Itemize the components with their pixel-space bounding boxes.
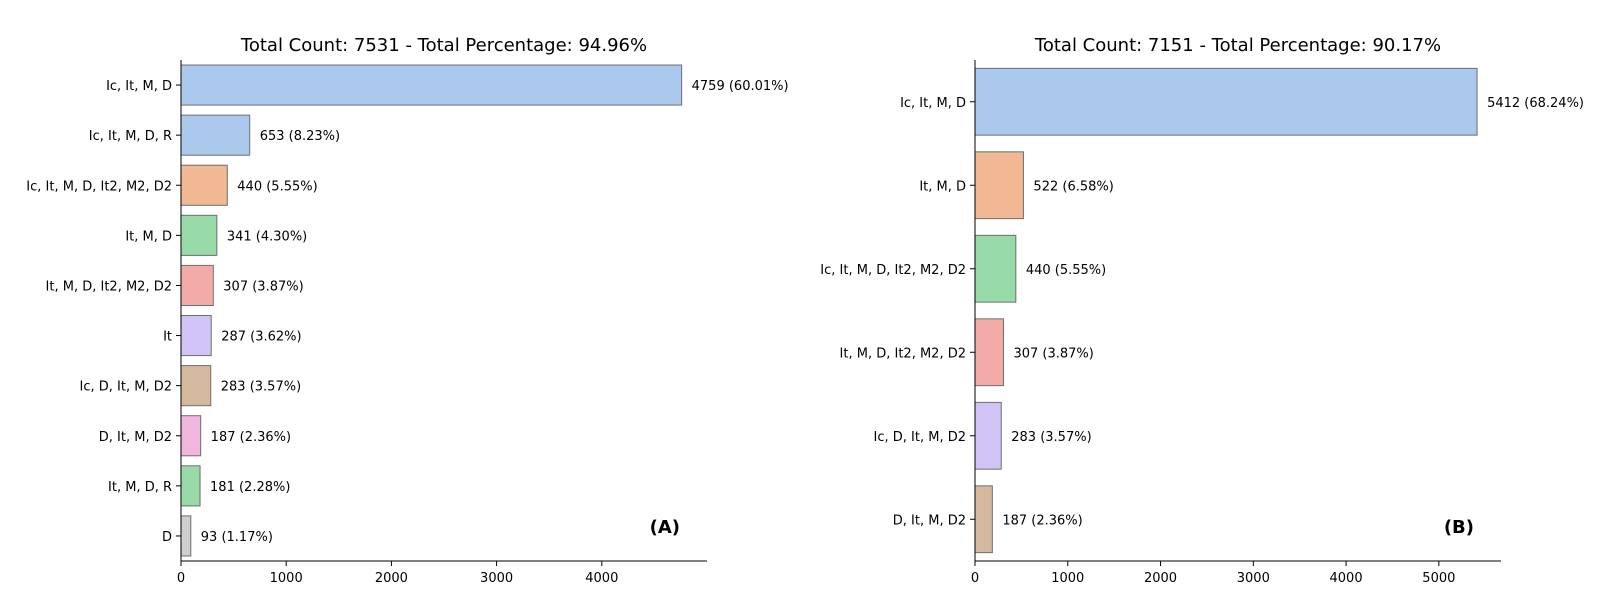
bar bbox=[180, 214, 218, 256]
x-tick-label: 0 bbox=[971, 571, 979, 586]
y-tick-label: It, M, D, It2, M2, D2 bbox=[840, 346, 966, 361]
bar bbox=[974, 151, 1024, 220]
data-label: 440 (5.55%) bbox=[237, 179, 317, 194]
data-label: 187 (2.36%) bbox=[1002, 513, 1082, 528]
x-tick-label: 1000 bbox=[1051, 571, 1084, 586]
bar bbox=[180, 465, 201, 507]
data-label: 440 (5.55%) bbox=[1026, 263, 1106, 278]
chart-a: Total Count: 7531 - Total Percentage: 94… bbox=[26, 35, 788, 586]
bar bbox=[180, 164, 228, 206]
data-label: 307 (3.87%) bbox=[223, 279, 303, 294]
y-tick-label: It bbox=[163, 330, 172, 345]
y-tick-label: It, M, D, R bbox=[108, 480, 172, 495]
chart-b-title: Total Count: 7151 - Total Percentage: 90… bbox=[1034, 35, 1441, 56]
y-tick-label: Ic, It, M, D bbox=[900, 96, 966, 111]
bar bbox=[974, 318, 1004, 387]
panel-label-a: (A) bbox=[650, 517, 680, 538]
y-tick-label: It, M, D bbox=[125, 229, 172, 244]
chart-a-title: Total Count: 7531 - Total Percentage: 94… bbox=[240, 35, 647, 56]
y-tick-label: D bbox=[162, 530, 172, 545]
bar bbox=[180, 515, 192, 557]
bar bbox=[180, 114, 251, 156]
bar bbox=[974, 401, 1002, 470]
bar bbox=[180, 264, 214, 306]
x-tick-label: 4000 bbox=[1330, 571, 1363, 586]
data-label: 187 (2.36%) bbox=[211, 430, 291, 445]
data-label: 653 (8.23%) bbox=[260, 129, 340, 144]
x-tick-label: 3000 bbox=[1237, 571, 1270, 586]
data-label: 283 (3.57%) bbox=[1011, 430, 1091, 445]
bar bbox=[180, 365, 212, 407]
y-tick-label: Ic, D, It, M, D2 bbox=[80, 380, 172, 395]
x-tick-label: 2000 bbox=[1144, 571, 1177, 586]
bar bbox=[180, 415, 202, 457]
bar bbox=[180, 315, 212, 357]
x-tick-label: 3000 bbox=[480, 571, 513, 586]
data-label: 341 (4.30%) bbox=[227, 229, 307, 244]
data-label: 307 (3.87%) bbox=[1013, 346, 1093, 361]
y-tick-label: Ic, It, M, D bbox=[106, 79, 172, 94]
data-label: 93 (1.17%) bbox=[201, 530, 273, 545]
bar bbox=[974, 234, 1017, 303]
data-label: 283 (3.57%) bbox=[221, 380, 301, 395]
y-tick-label: Ic, It, M, D, It2, M2, D2 bbox=[820, 263, 966, 278]
x-tick-label: 4000 bbox=[585, 571, 618, 586]
x-tick-label: 1000 bbox=[270, 571, 303, 586]
y-tick-label: Ic, It, M, D, It2, M2, D2 bbox=[26, 179, 172, 194]
x-tick-label: 2000 bbox=[375, 571, 408, 586]
y-tick-label: It, M, D, It2, M2, D2 bbox=[46, 279, 172, 294]
y-tick-label: Ic, It, M, D, R bbox=[89, 129, 172, 144]
y-tick-label: Ic, D, It, M, D2 bbox=[874, 430, 966, 445]
x-tick-label: 5000 bbox=[1422, 571, 1455, 586]
bar bbox=[180, 64, 683, 106]
chart-b: Total Count: 7151 - Total Percentage: 90… bbox=[820, 35, 1584, 586]
panel-label-b: (B) bbox=[1444, 517, 1474, 538]
x-tick-label: 0 bbox=[177, 571, 185, 586]
data-label: 522 (6.58%) bbox=[1033, 179, 1113, 194]
y-tick-label: D, It, M, D2 bbox=[99, 430, 172, 445]
y-tick-label: It, M, D bbox=[919, 179, 966, 194]
bar bbox=[974, 67, 1478, 136]
data-label: 181 (2.28%) bbox=[210, 480, 290, 495]
data-label: 287 (3.62%) bbox=[221, 330, 301, 345]
data-label: 5412 (68.24%) bbox=[1487, 96, 1584, 111]
bar bbox=[974, 485, 993, 554]
y-tick-label: D, It, M, D2 bbox=[893, 513, 966, 528]
data-label: 4759 (60.01%) bbox=[692, 79, 789, 94]
